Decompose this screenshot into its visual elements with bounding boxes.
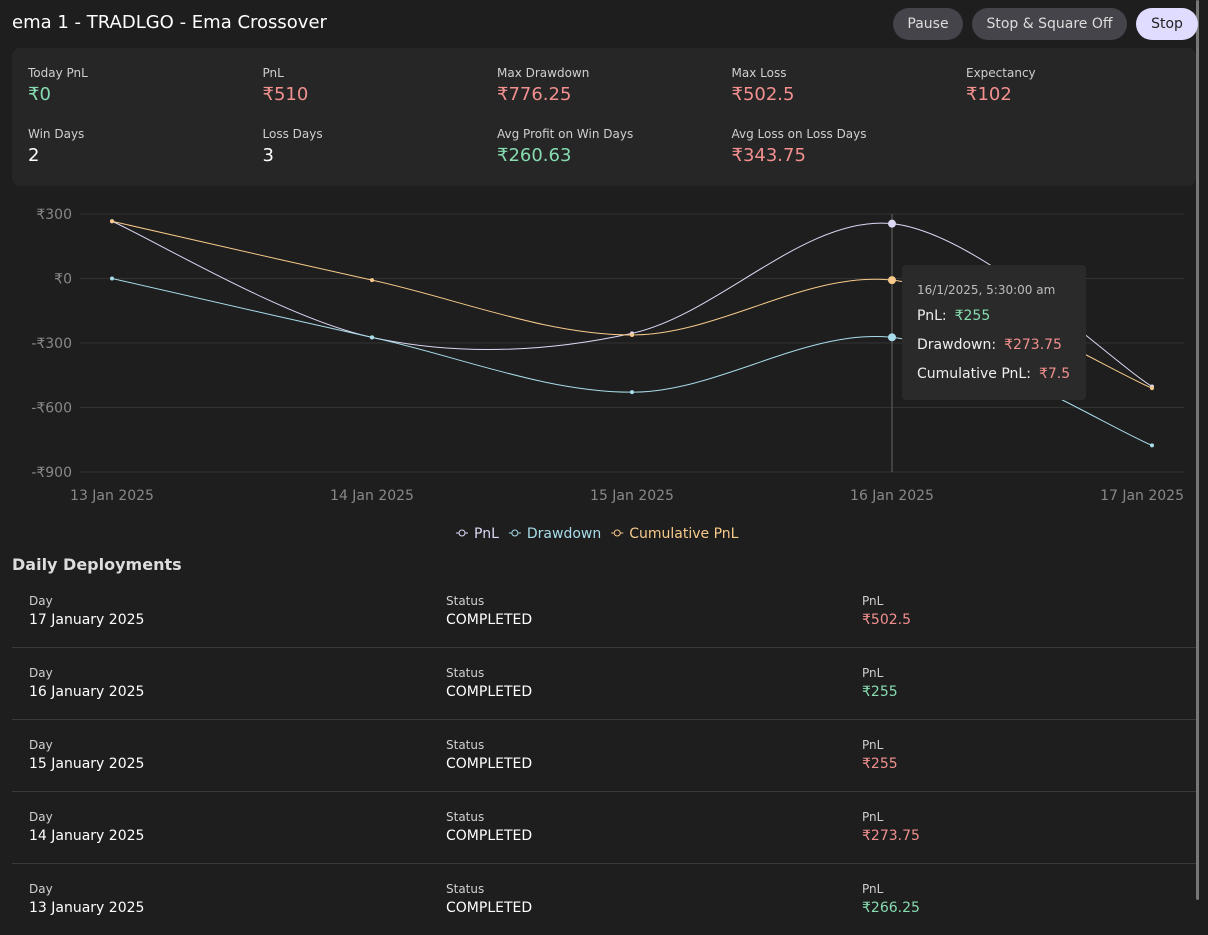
column-label: PnL [862, 594, 884, 608]
cell-value: 17 January 2025 [29, 612, 145, 628]
row-divider [12, 863, 1196, 864]
tooltip-title: 16/1/2025, 5:30:00 am [917, 283, 1055, 297]
x-tick-label: 17 Jan 2025 [1100, 488, 1184, 504]
stat-value: ₹776.25 [497, 84, 572, 105]
cell-value: COMPLETED [446, 900, 533, 916]
stat-label: Today PnL [28, 66, 88, 80]
chart: ₹300 ₹0 -₹300 -₹600 -₹900 13 Jan 2025 14 Jan 2… [31, 207, 1184, 542]
stat-value: ₹102 [966, 84, 1012, 105]
legend-marker [511, 529, 519, 537]
column-label: PnL [862, 882, 884, 896]
stat-label: Expectancy [966, 66, 1036, 80]
cell-value: ₹266.25 [862, 900, 920, 916]
button[interactable]: Pause [893, 8, 963, 40]
tooltip: 16/1/2025, 5:30:00 am PnL: ₹255 Drawdown: ₹2… [902, 265, 1086, 400]
legend-marker [613, 529, 621, 537]
cell-value: ₹502.5 [862, 612, 911, 628]
column-label: Status [446, 810, 485, 824]
cell-value: COMPLETED [446, 756, 533, 772]
button[interactable]: Stop [1136, 8, 1198, 40]
data-point [630, 332, 634, 337]
column-label: PnL [862, 666, 884, 680]
cell-value: 14 January 2025 [29, 828, 145, 844]
stat-label: Avg Profit on Win Days [497, 127, 634, 141]
cell-value: COMPLETED [446, 828, 533, 844]
row-divider [12, 647, 1196, 648]
cell-value: 16 January 2025 [29, 684, 145, 700]
data-point [370, 335, 374, 340]
stat-value: ₹343.75 [731, 145, 806, 166]
data-point [370, 278, 374, 283]
cell-value: ₹255 [862, 756, 898, 772]
column-label: Day [29, 666, 53, 680]
section-title: Daily Deployments [12, 555, 182, 574]
stat-value: ₹0 [28, 84, 51, 105]
tooltip-value: ₹273.75 [1004, 337, 1062, 353]
row-divider [12, 719, 1196, 720]
data-point [630, 390, 634, 395]
tooltip-label: Drawdown: [917, 337, 996, 353]
stat-value: ₹502.5 [731, 84, 795, 105]
column-label: Status [446, 882, 485, 896]
tooltip-label: Cumulative PnL: [917, 366, 1031, 382]
stat-value: ₹260.63 [497, 145, 572, 166]
column-label: Day [29, 882, 53, 896]
stat-value: ₹510 [262, 84, 309, 105]
stat-label: Avg Loss on Loss Days [731, 127, 867, 141]
page-title: ema 1 - TRADLGO - Ema Crossover [12, 12, 327, 33]
stat-value: 3 [262, 145, 274, 166]
cell-value: 15 January 2025 [29, 756, 145, 772]
y-tick-label: ₹300 [36, 207, 72, 223]
stat-label: Max Loss [731, 66, 787, 80]
column-label: PnL [862, 810, 884, 824]
column-label: Status [446, 738, 485, 752]
data-point [110, 219, 114, 224]
tooltip-value: ₹7.5 [1039, 366, 1070, 382]
legend: PnL Drawdown Cumulative PnL [456, 526, 739, 542]
tooltip-box [902, 265, 1086, 400]
scrollbar [1196, 0, 1199, 900]
stats-card [12, 48, 1196, 186]
data-point [888, 276, 896, 285]
row-divider [12, 791, 1196, 792]
y-tick-label: ₹0 [54, 272, 72, 288]
button[interactable]: Stop & Square Off [972, 8, 1127, 40]
x-tick-label: 16 Jan 2025 [850, 488, 934, 504]
column-label: PnL [862, 738, 884, 752]
y-tick-label: -₹300 [31, 336, 72, 352]
cell-value: COMPLETED [446, 612, 533, 628]
data-point [1150, 443, 1154, 448]
stat-label: PnL [262, 66, 284, 80]
legend-label: Drawdown [527, 526, 601, 542]
data-point [110, 276, 114, 281]
legend-marker [458, 529, 466, 537]
cell-value: COMPLETED [446, 684, 533, 700]
column-label: Day [29, 738, 53, 752]
y-tick-label: -₹600 [31, 401, 72, 417]
data-point [1150, 386, 1154, 391]
column-label: Status [446, 666, 485, 680]
legend-label: PnL [474, 526, 499, 542]
stat-value: 2 [28, 145, 40, 166]
cell-value: ₹273.75 [862, 828, 920, 844]
stat-label: Loss Days [262, 127, 323, 141]
stat-label: Win Days [28, 127, 85, 141]
y-tick-label: -₹900 [31, 465, 72, 481]
cell-value: 13 January 2025 [29, 900, 145, 916]
column-label: Day [29, 810, 53, 824]
x-tick-label: 14 Jan 2025 [330, 488, 414, 504]
stat-label: Max Drawdown [497, 66, 590, 80]
x-tick-label: 13 Jan 2025 [70, 488, 154, 504]
tooltip-value: ₹255 [955, 308, 991, 324]
data-point [888, 333, 896, 342]
legend-label: Cumulative PnL [629, 526, 738, 542]
x-tick-label: 15 Jan 2025 [590, 488, 674, 504]
column-label: Status [446, 594, 485, 608]
data-point [888, 219, 896, 228]
column-label: Day [29, 594, 53, 608]
cell-value: ₹255 [862, 684, 898, 700]
tooltip-label: PnL: [917, 308, 947, 324]
